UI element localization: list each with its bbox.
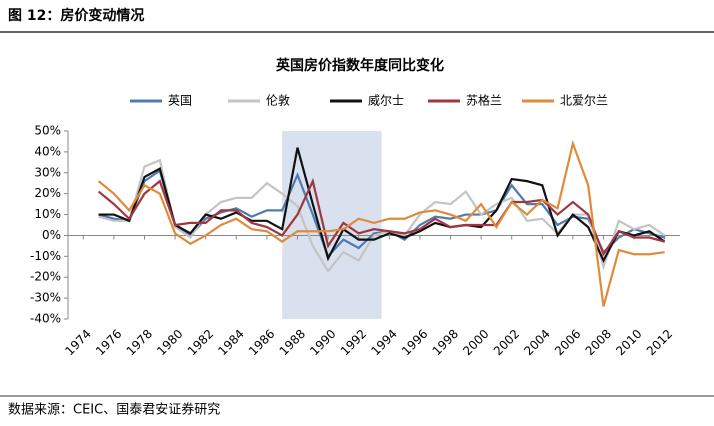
x-tick-label: 1992 (338, 327, 369, 358)
figure-header: 图 12：房价变动情况 (8, 7, 144, 24)
x-tick-label: 1986 (246, 327, 277, 358)
y-tick-label: -10% (30, 249, 61, 263)
x-tick-label: 1994 (368, 327, 399, 358)
y-tick-label: 40% (34, 144, 61, 158)
series-line (98, 147, 666, 264)
legend-label: 威尔士 (368, 93, 404, 108)
x-tick-label: 2006 (552, 327, 583, 358)
legend-label: 苏格兰 (466, 93, 502, 108)
shaded-period (282, 131, 382, 319)
x-tick-label: 1980 (154, 327, 185, 358)
y-tick-label: 30% (34, 165, 61, 179)
legend-label: 伦敦 (266, 93, 290, 108)
x-tick-label: 1984 (215, 327, 246, 358)
y-tick-label: 50% (34, 124, 61, 138)
x-tick-label: 2008 (583, 327, 614, 358)
y-tick-label: 10% (34, 207, 61, 221)
y-tick-label: 0% (42, 228, 61, 242)
chart-title: 英国房价指数年度同比变化 (275, 57, 444, 74)
y-tick-label: -40% (30, 312, 61, 326)
x-tick-label: 1974 (62, 327, 93, 358)
x-tick-label: 1996 (399, 327, 430, 358)
legend-label: 北爱尔兰 (560, 93, 608, 108)
x-tick-label: 2012 (644, 327, 675, 358)
x-tick-label: 2000 (460, 327, 491, 358)
x-tick-label: 2010 (613, 327, 644, 358)
x-tick-label: 1978 (124, 327, 155, 358)
source-note: 数据来源：CEIC、国泰君安证券研究 (8, 402, 220, 418)
x-tick-label: 2004 (521, 327, 552, 358)
series-line (97, 139, 665, 307)
y-tick-label: -20% (30, 270, 61, 284)
x-tick-label: 1990 (307, 327, 338, 358)
x-tick-label: 1976 (93, 327, 124, 358)
x-tick-label: 2002 (491, 327, 522, 358)
y-tick-label: 20% (34, 186, 61, 200)
x-tick-label: 1998 (430, 327, 461, 358)
y-tick-label: -30% (30, 291, 61, 305)
x-tick-label: 1982 (185, 327, 216, 358)
x-tick-label: 1988 (277, 327, 308, 358)
legend-label: 英国 (168, 94, 192, 108)
series-line (97, 177, 665, 257)
